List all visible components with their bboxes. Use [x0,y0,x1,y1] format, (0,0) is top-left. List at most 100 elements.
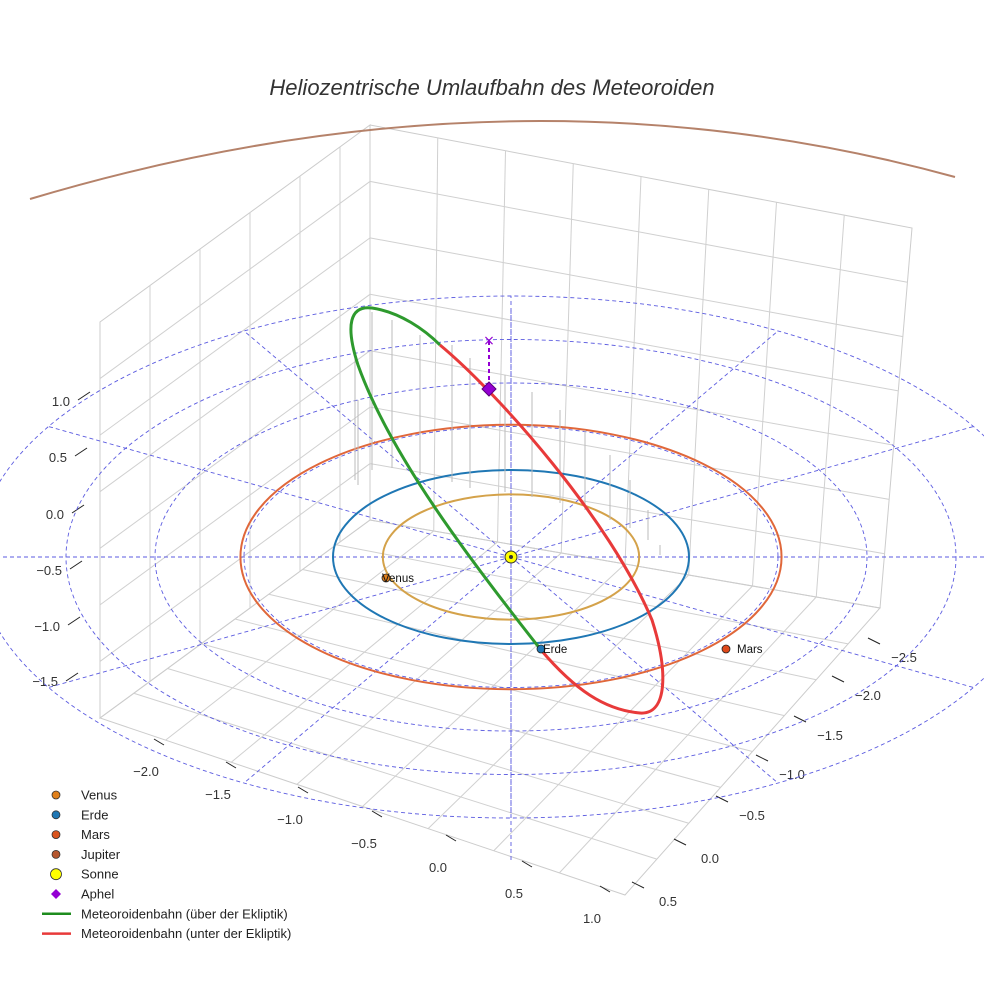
legend-label: Venus [81,788,118,803]
x-tick-label: −2.0 [133,764,159,779]
bodies: Venus Erde Mars [381,550,763,656]
y-tick-label: −2.5 [891,650,917,665]
z-tick-label: −1.5 [32,674,58,689]
reference-ray [243,330,512,558]
gridline-right-wall [497,150,506,543]
y-tick-label: −2.0 [855,688,881,703]
gridline-horizontal-left [99,237,371,436]
x-tick-mark [153,738,165,746]
legend-marker [50,868,62,881]
y-tick-label: 0.0 [701,851,719,866]
legend: Venus Erde Mars Jupiter Sonne Aphel Meteoroide… [42,788,291,941]
gridline-horizontal-left [99,350,371,549]
sun-center [509,555,513,559]
x-tick-label: 0.5 [505,886,523,901]
planet-label-mars: Mars [737,644,763,656]
orbit-venus [381,493,641,621]
gridline-right-wall [688,189,710,576]
planet-venus [381,573,391,583]
z-tick-mark [74,447,88,457]
legend-marker [51,790,61,800]
gridline-horizontal-left [99,406,371,606]
y-tick-label: −1.5 [817,728,843,743]
z-tick-label: 1.0 [52,394,70,409]
y-tick-mark [631,881,645,889]
legend-item: Meteoroidenbahn (über der Ekliptik) [42,906,288,921]
legend-item: Mars [51,827,110,842]
gridline-right-wall [560,163,574,554]
legend-marker [51,889,61,899]
gridline-horizontal-right [369,406,890,500]
ecliptic-reference-grid [0,295,984,860]
planet-label-erde: Erde [543,644,567,656]
back-wall-right [369,124,913,609]
y-tick-mark [831,675,845,683]
legend-item: Venus [51,788,118,803]
gridline-horizontal-right [369,463,885,555]
legend-item: Meteoroidenbahn (unter der Ekliptik) [42,926,291,941]
x-tick-label: −0.5 [351,836,377,851]
gridline-horizontal-right [369,350,894,446]
planet-orbits [29,120,956,691]
gridline-floor [268,593,785,717]
orbit-erde [332,469,690,645]
x-tick-mark [371,810,383,818]
z-tick-mark [67,616,81,626]
z-tick-label: 0.5 [49,450,67,465]
gridline-floor [362,563,626,807]
y-tick-mark [755,754,769,762]
aphelion-projection-cross: × [483,333,495,349]
x-tick-mark [521,860,533,868]
z-tick-label: −0.5 [36,563,62,578]
gridline-floor [427,574,690,829]
legend-marker [51,830,61,839]
z-tick-mark [65,672,79,682]
x-tick-mark [445,834,457,842]
floor [98,519,881,896]
y-tick-mark [715,795,729,803]
legend-label: Meteoroidenbahn (über der Ekliptik) [81,906,288,921]
legend-label: Aphel [81,887,114,902]
gridline-horizontal-right [369,180,908,283]
y-tick-mark [793,715,807,723]
z-tick-mark [77,391,91,401]
x-tick-label: 1.0 [583,911,601,926]
planet-mars [721,644,731,654]
legend-item: Sonne [50,867,119,882]
x-tick-mark [599,885,611,893]
gridline-floor [336,544,849,645]
planet-label-venus: Venus [382,573,414,585]
gridline-right-wall [433,137,439,532]
gridline-right-wall [752,202,777,587]
legend-label: Erde [81,807,108,822]
axis-ticks: 1.0 0.5 0.0 −0.5 −1.0 −1.5 −2.0 −1.5 −1.0 −0.5 0.0… [32,391,917,926]
gridline-horizontal-left [99,463,371,662]
gridline-floor [493,585,753,852]
legend-label: Meteoroidenbahn (unter der Ekliptik) [81,926,291,941]
z-tick-label: 0.0 [46,507,64,522]
gridline-floor [559,596,817,874]
reference-ray [243,556,512,784]
x-tick-label: 0.0 [429,860,447,875]
gridline-horizontal-left [99,293,371,493]
reference-ray [510,556,779,784]
gridline-horizontal-right [369,293,899,392]
x-tick-mark [297,786,309,794]
reference-ray [510,426,974,558]
planet-erde [536,644,546,654]
legend-item: Erde [51,807,108,822]
orbit-jupiter [29,120,956,200]
z-tick-mark [69,560,83,570]
gridline-horizontal-right [369,237,903,338]
x-tick-mark [225,761,237,769]
y-tick-mark [673,838,687,846]
y-tick-label: −0.5 [739,808,765,823]
gridlines [99,137,908,874]
y-tick-mark [867,637,881,645]
legend-marker [51,850,61,859]
z-tick-mark [71,504,85,514]
y-tick-label: −1.0 [779,767,805,782]
legend-marker [51,810,61,820]
reference-ray [48,556,512,688]
